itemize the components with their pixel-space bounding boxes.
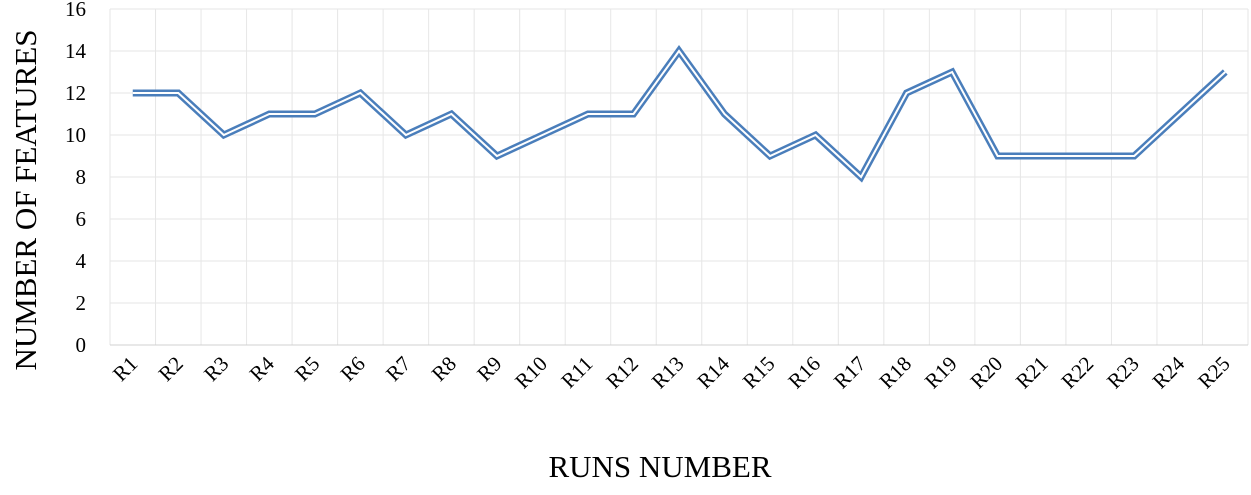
x-tick-label: R13 xyxy=(647,352,689,394)
line-inner xyxy=(132,49,1226,179)
y-tick-label: 12 xyxy=(65,81,86,105)
x-tick-label: R8 xyxy=(427,352,461,386)
x-tick-label: R21 xyxy=(1011,352,1053,394)
y-tick-label: 2 xyxy=(76,291,87,315)
x-tick-label: R23 xyxy=(1102,352,1144,394)
y-tick-label: 8 xyxy=(76,165,87,189)
y-tick-label: 14 xyxy=(65,39,87,63)
x-tick-label: R24 xyxy=(1148,351,1190,393)
x-tick-label: R22 xyxy=(1056,352,1098,394)
x-tick-label: R14 xyxy=(692,351,734,393)
x-axis-title: RUNS NUMBER xyxy=(548,449,771,484)
x-tick-label: R11 xyxy=(556,352,597,393)
x-tick-label: R19 xyxy=(920,352,962,394)
y-tick-label: 0 xyxy=(76,333,87,357)
x-tick-label: R18 xyxy=(874,352,916,394)
y-tick-label: 10 xyxy=(65,123,86,147)
x-tick-label: R25 xyxy=(1193,352,1235,394)
x-tick-label: R9 xyxy=(472,352,506,386)
x-tick-label: R17 xyxy=(829,352,871,394)
x-tick-label: R15 xyxy=(738,352,780,394)
x-tick-label: R10 xyxy=(510,352,552,394)
x-tick-label: R20 xyxy=(965,352,1007,394)
y-tick-label: 6 xyxy=(76,207,87,231)
y-axis-title: NUMBER OF FEATURES xyxy=(8,29,43,370)
x-tick-label: R2 xyxy=(154,352,188,386)
x-tick-label: R1 xyxy=(108,352,142,386)
x-tick-label: R6 xyxy=(336,352,370,386)
x-tick-label: R7 xyxy=(381,352,415,386)
x-tick-label: R5 xyxy=(290,352,324,386)
y-tick-label: 16 xyxy=(65,0,86,21)
x-tick-label: R3 xyxy=(199,352,233,386)
x-tick-label: R4 xyxy=(245,351,280,386)
x-tick-label: R16 xyxy=(783,352,825,394)
y-tick-label: 4 xyxy=(76,249,87,273)
x-tick-label: R12 xyxy=(601,352,643,394)
